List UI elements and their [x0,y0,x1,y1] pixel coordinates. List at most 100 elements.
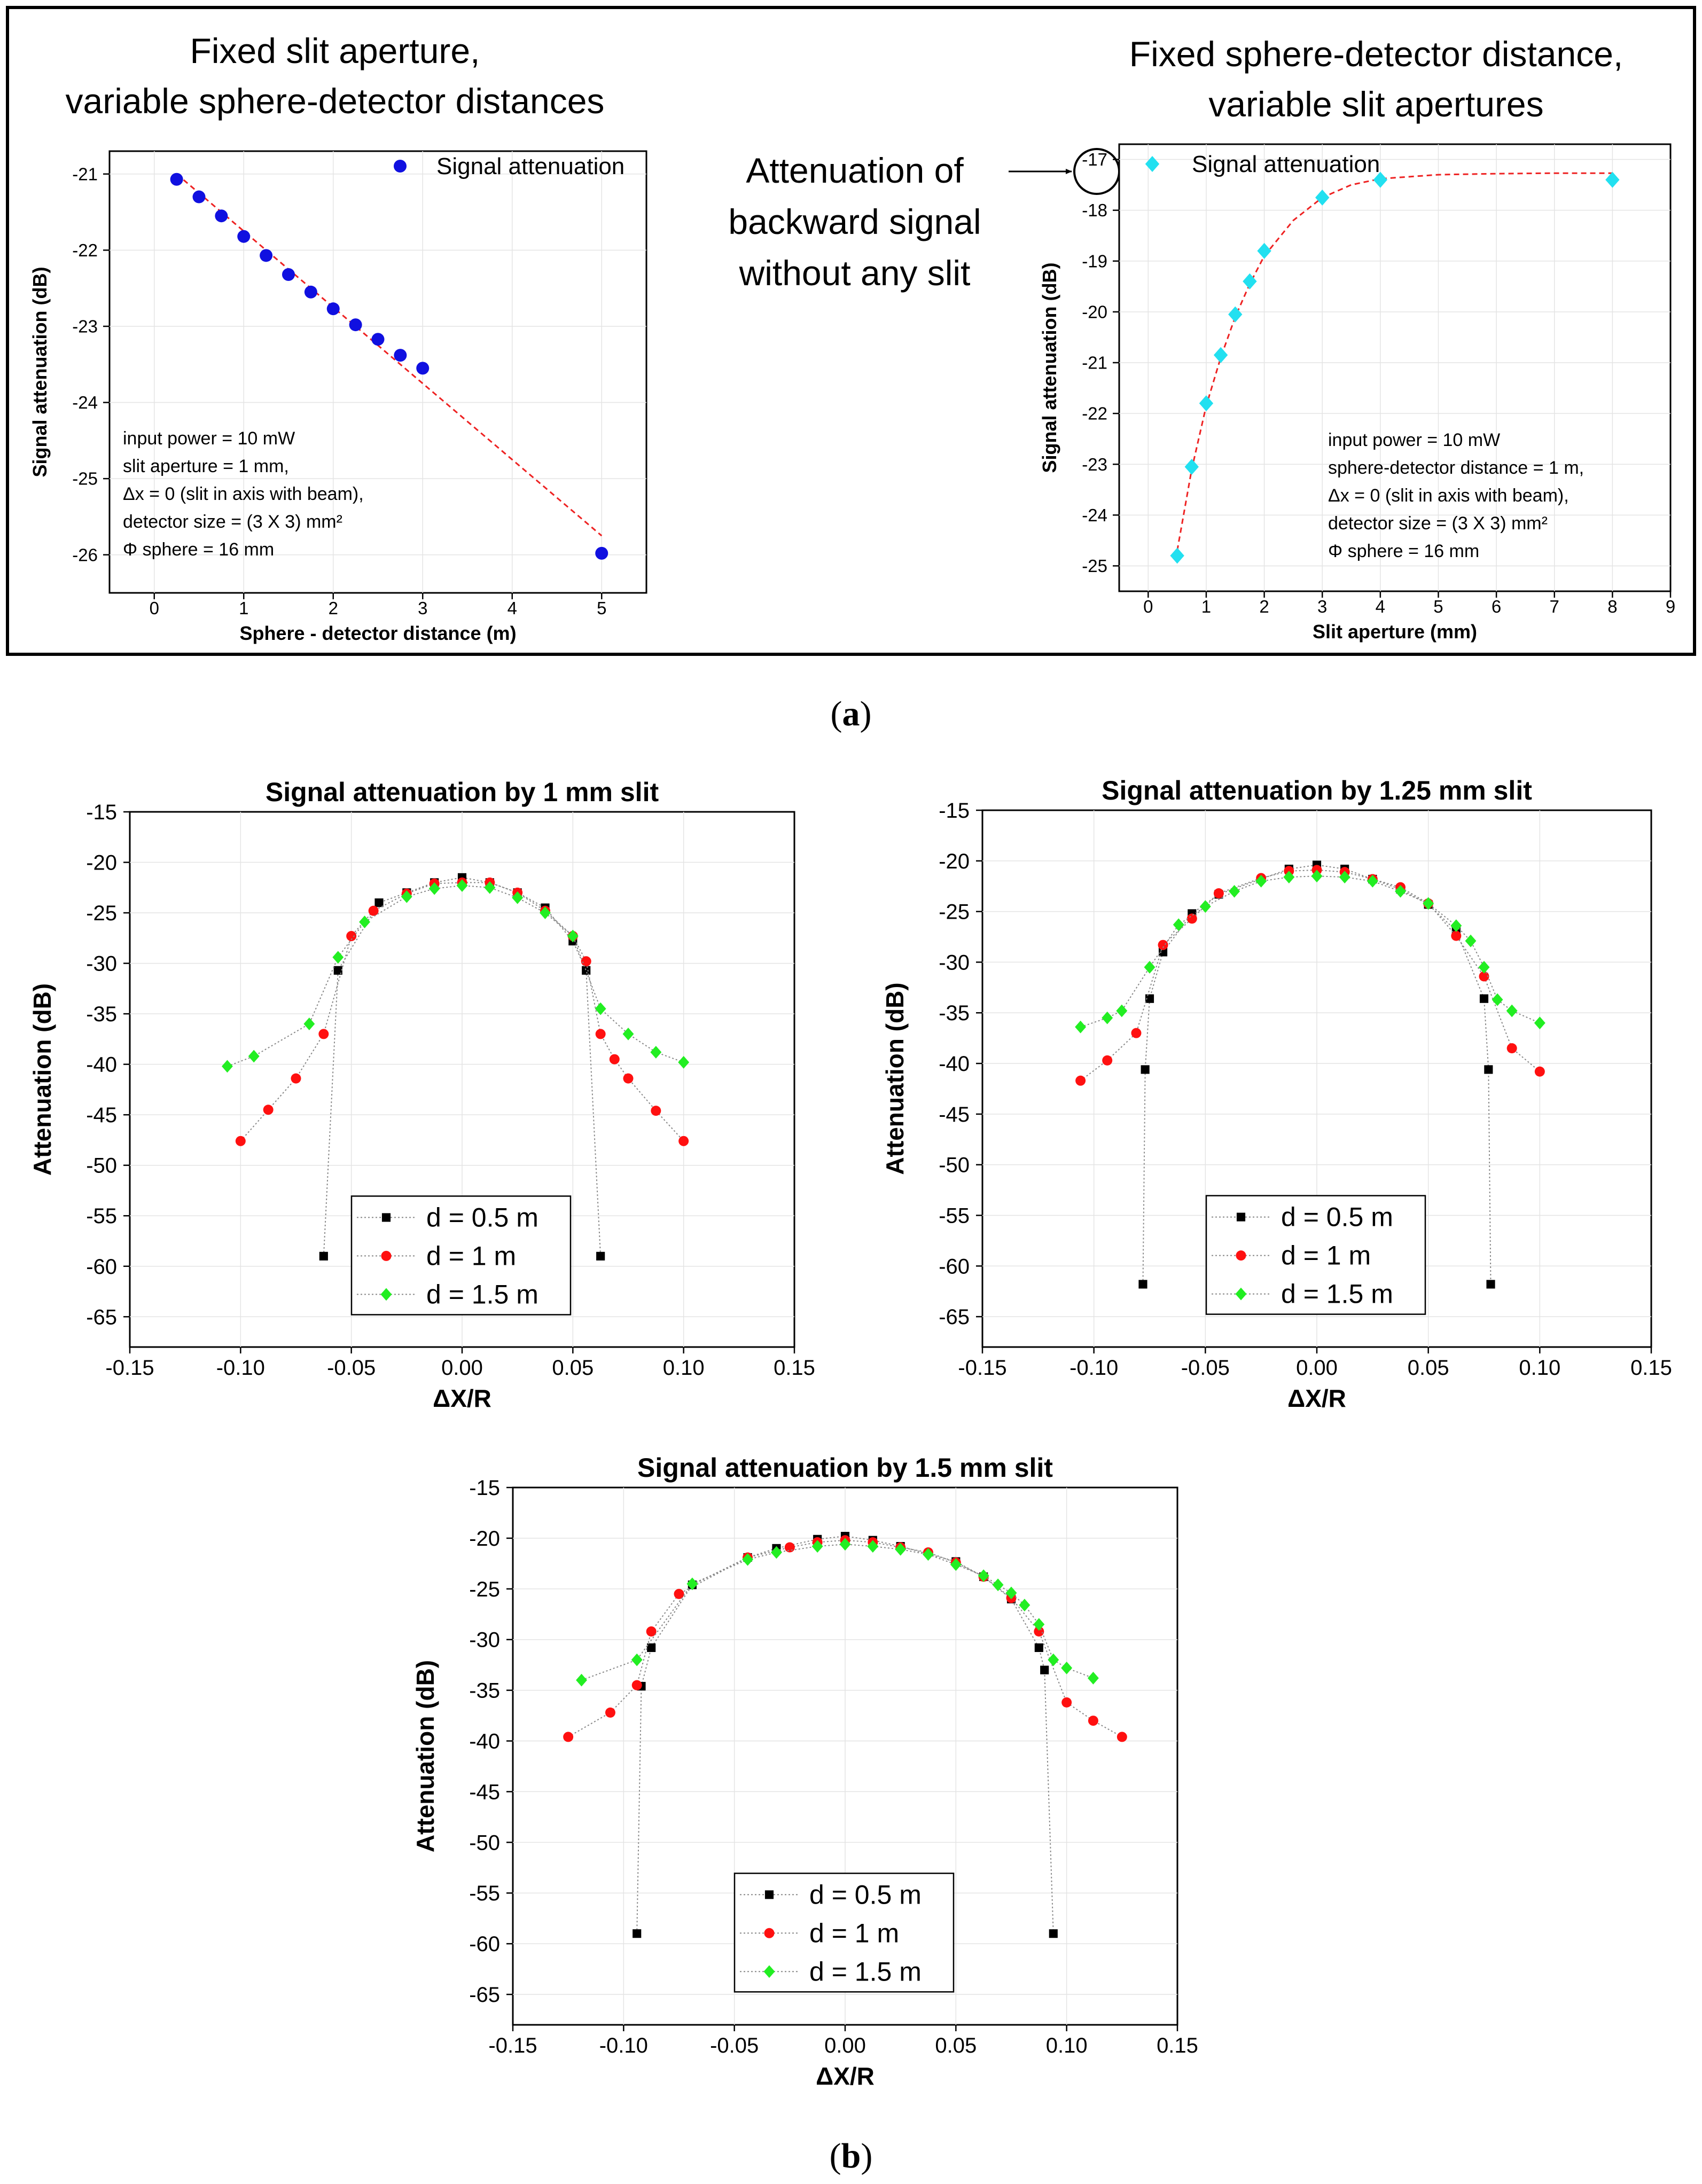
data-point [1102,1011,1113,1024]
data-point [1479,994,1489,1003]
x-tick-label: 0 [1143,597,1153,616]
data-point [260,249,273,262]
data-point [1451,930,1462,941]
data-point [1075,1020,1087,1034]
x-axis-label: ΔX/R [1287,1384,1346,1412]
x-tick-label: 9 [1666,597,1675,616]
data-point [394,349,407,362]
y-tick-label: -35 [86,1003,117,1026]
legend-label: d = 0.5 m [809,1880,922,1909]
y-tick-label: -50 [86,1154,117,1178]
y-tick-label: -21 [72,164,98,184]
x-axis-label: Sphere - detector distance (m) [239,622,516,644]
chart-title: Signal attenuation by 1 mm slit [266,777,659,807]
plot-frame [1118,143,1672,592]
callout-line-2: backward signal [728,202,981,241]
legend-label: d = 1 m [1281,1241,1371,1271]
data-point [416,362,430,375]
data-point [368,905,379,916]
data-point [304,285,317,299]
y-tick-label: -60 [939,1255,970,1278]
data-point [1534,1016,1545,1030]
data-point [1075,1075,1086,1086]
y-tick-label: -50 [469,1831,500,1854]
data-point [359,915,370,928]
x-tick-label: -0.15 [105,1356,154,1380]
x-tick-label: 1 [1201,597,1211,616]
data-point [650,1046,662,1059]
y-tick-label: -18 [1082,200,1107,220]
data-point [622,1028,634,1040]
data-point [1339,871,1350,884]
data-point [349,318,362,332]
x-tick-label: 0.10 [1046,2034,1088,2057]
y-tick-label: -60 [86,1255,117,1279]
legend-marker [381,1250,392,1261]
x-axis-label: ΔX/R [433,1384,491,1412]
x-tick-label: 0.10 [663,1356,705,1380]
y-tick-label: -15 [469,1476,500,1500]
data-point [576,1673,587,1687]
data-point [248,1050,260,1063]
y-tick-label: -60 [469,1932,500,1956]
x-tick-label: 0.05 [1408,1356,1449,1380]
data-point [333,966,342,975]
data-point [1423,897,1434,910]
y-tick-label: -45 [469,1780,500,1804]
data-point [1243,273,1257,289]
legend-label: d = 1 m [809,1918,899,1948]
y-tick-label: -45 [86,1103,117,1127]
data-point [1478,961,1490,974]
data-point [651,1106,661,1116]
y-axis-label: Attenuation (dB) [28,983,56,1176]
data-point [428,882,440,895]
data-point [1061,1661,1073,1674]
fit-curve [1176,172,1613,551]
y-tick-label: -22 [1082,404,1107,424]
x-tick-label: 5 [1433,597,1443,616]
data-point [1061,1697,1072,1708]
y-tick-label: -65 [86,1305,117,1329]
x-tick-label: -0.05 [1181,1356,1230,1380]
data-point [318,1029,329,1039]
data-point [371,333,385,346]
chart-a-right: 0 1 2 3 4 5 6 7 8 9 -17 -18 -19 -20 -21 -22 -23 -24 -25 Sli… [1039,143,1675,643]
data-point [839,1538,851,1551]
annotation-line: sphere-detector distance = 1 m, [1328,458,1584,478]
y-tick-label: -23 [72,316,98,336]
data-point [595,1029,606,1039]
data-point [784,1542,795,1553]
panel-label-a: (a) [831,694,872,733]
data-point [1145,994,1154,1003]
x-tick-label: 0 [150,598,159,618]
data-point [646,1626,657,1637]
legend-marker [381,1213,391,1222]
right-heading-line-2: variable slit apertures [1208,84,1543,124]
y-tick-label: -65 [469,1983,500,2007]
data-point [1228,306,1243,323]
data-point [674,1588,684,1599]
callout-line-1: Attenuation of [746,151,964,190]
y-tick-label: -20 [86,851,117,875]
y-tick-label: -24 [1082,505,1107,525]
chart-b-1mm: -0.15 -0.10 -0.05 0.00 0.05 0.10 0.15 -15 -20 -25… [28,777,815,1412]
y-axis-label: Signal attenuation (dB) [1039,263,1060,473]
data-point [346,931,357,942]
x-tick-label: 3 [418,598,427,618]
y-tick-label: -15 [939,799,970,823]
data-point [1117,1732,1127,1742]
y-tick-label: -26 [72,545,98,565]
annotation-line: input power = 10 mW [1328,430,1500,450]
x-tick-label: 6 [1492,597,1501,616]
data-point [540,906,551,919]
plot-frame [108,150,647,594]
data-point [1479,971,1489,982]
data-point [319,1251,328,1261]
legend-marker [394,160,407,173]
data-point [1087,1671,1099,1685]
legend-marker [1236,1250,1246,1261]
legend-label: d = 1.5 m [809,1956,922,1986]
y-tick-label: -40 [939,1052,970,1076]
chart-b-15mm: -0.15 -0.10 -0.05 0.00 0.05 0.10 0.15 -15 -20 -25… [411,1453,1198,2090]
